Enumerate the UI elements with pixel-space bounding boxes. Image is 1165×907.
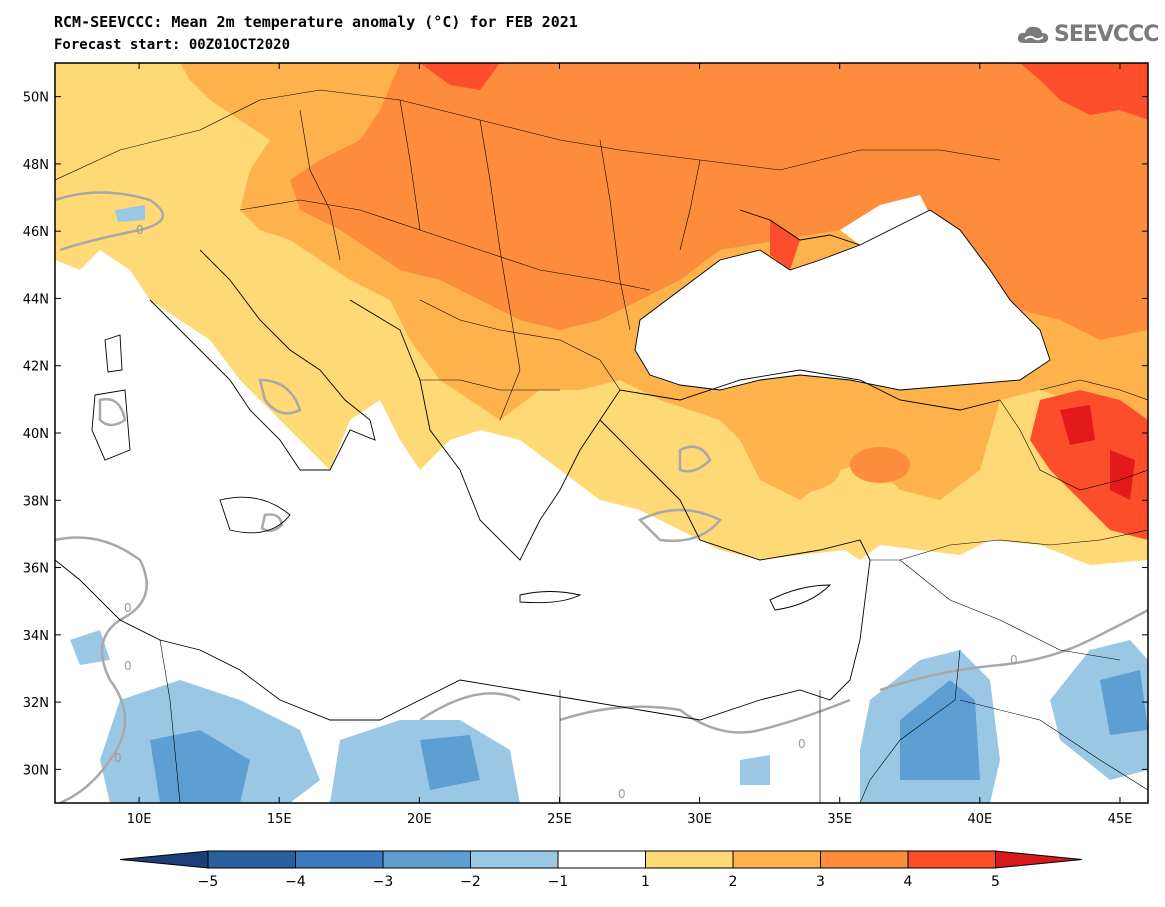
anomaly-band-above-5 [1060, 405, 1135, 500]
coastlines [55, 209, 1051, 721]
colorbar-label: −3 [373, 874, 394, 890]
svg-text:0: 0 [798, 737, 806, 751]
colorbar-low-arrow [119, 850, 209, 869]
colorbar: −5 −4 −3 −2 −1 1 2 3 4 5 [119, 850, 1083, 890]
x-tick-label: 30E [687, 812, 712, 827]
x-tick-label: 45E [1108, 812, 1133, 827]
colorbar-segment [907, 850, 996, 869]
colorbar-label: 5 [991, 874, 1000, 890]
x-tick-label: 15E [267, 812, 292, 827]
colorbar-segment [645, 850, 734, 869]
y-tick-label: 38N [23, 494, 49, 509]
colorbar-label: 1 [641, 874, 650, 890]
y-tick-label: 50N [23, 91, 49, 106]
country-borders [55, 89, 1148, 803]
svg-text:0: 0 [1010, 653, 1018, 667]
colorbar-label: 3 [816, 874, 825, 890]
colorbar-label: 4 [904, 874, 913, 890]
cloud-icon [1017, 26, 1049, 43]
x-tick-label: 40E [967, 812, 992, 827]
y-tick-label: 46N [23, 225, 49, 240]
colorbar-label: −1 [548, 874, 569, 890]
y-tick-label: 40N [23, 427, 49, 442]
y-tick-label: 36N [23, 562, 49, 577]
svg-text:0: 0 [136, 223, 144, 237]
y-tick-label: 32N [23, 696, 49, 711]
black-sea [635, 210, 1050, 390]
colorbar-segment [470, 850, 559, 869]
colorbar-label: 2 [729, 874, 738, 890]
colorbar-label: −2 [460, 874, 481, 890]
svg-text:0: 0 [124, 659, 132, 673]
x-tick-label: 10E [127, 812, 152, 827]
svg-text:0: 0 [124, 601, 132, 615]
colorbar-high-arrow [995, 850, 1083, 869]
anomaly-band-4-5 [420, 63, 1148, 540]
colorbar-label: −5 [198, 874, 219, 890]
x-tick-label: 35E [827, 812, 852, 827]
forecast-start: Forecast start: 00Z01OCT2020 [54, 37, 291, 53]
map-title: RCM-SEEVCCC: Mean 2m temperature anomaly… [54, 13, 578, 31]
y-tick-label: 48N [23, 158, 49, 173]
map-field: 0 0 0 0 0 0 0 [55, 63, 1148, 803]
y-tick-label: 44N [23, 292, 49, 307]
colorbar-label: −4 [285, 874, 306, 890]
anomaly-band-3-4 [290, 63, 1148, 340]
colorbar-segment [820, 850, 909, 869]
zero-contours [55, 191, 1148, 803]
colorbar-segment [732, 850, 821, 869]
seevccc-logo: SEEVCCC [1016, 22, 1159, 47]
colorbar-segment [207, 850, 296, 869]
y-tick-label: 42N [23, 360, 49, 375]
contour-labels: 0 0 0 0 0 0 0 [114, 223, 1018, 801]
colorbar-segment [557, 850, 646, 869]
map-axes: 10E 15E 20E 25E 30E 35E 40E 45E 50N 48N 46N 44N 42N 4… [23, 63, 1148, 827]
colorbar-segment [295, 850, 384, 869]
logo-text: SEEVCCC [1054, 22, 1159, 47]
y-tick-label: 30N [23, 763, 49, 778]
svg-text:0: 0 [114, 751, 122, 765]
svg-text:0: 0 [618, 787, 626, 801]
x-tick-label: 25E [547, 812, 572, 827]
y-tick-label: 34N [23, 629, 49, 644]
colorbar-segment [382, 850, 471, 869]
anomaly-band-minus-3-minus-2 [150, 670, 1148, 803]
x-tick-label: 20E [407, 812, 432, 827]
